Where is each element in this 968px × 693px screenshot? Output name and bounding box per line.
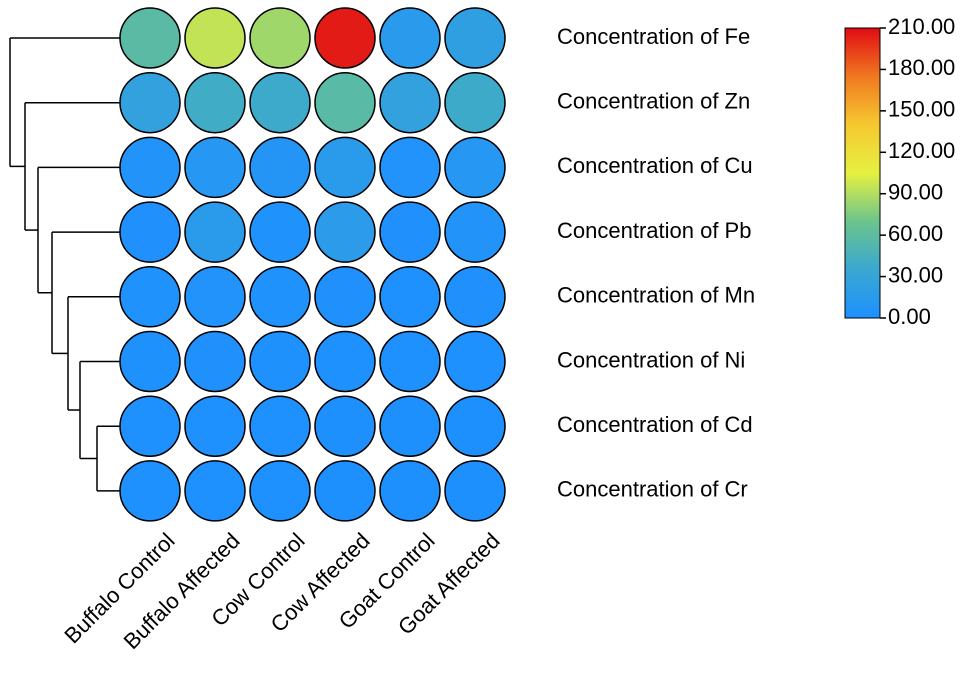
cell: [314, 266, 376, 328]
cell: [444, 460, 506, 522]
cell: [119, 266, 181, 328]
cell: [379, 395, 441, 457]
cell: [249, 136, 311, 199]
cell: [249, 201, 311, 263]
cell: [444, 201, 506, 263]
cell: [379, 330, 441, 393]
cell: [249, 7, 311, 69]
cell: [249, 395, 311, 457]
cell: [249, 71, 311, 134]
row-label: Concentration of Fe: [557, 24, 750, 49]
cell: [314, 136, 376, 199]
cell: [184, 7, 246, 69]
cell: [379, 136, 441, 199]
cell: [314, 460, 376, 522]
colorbar-tick-label: 120.00: [888, 138, 955, 163]
cell: [184, 460, 246, 522]
cell: [249, 266, 311, 328]
cell: [314, 71, 376, 134]
colorbar: [844, 27, 881, 319]
cell: [444, 330, 506, 393]
row-label: Concentration of Ni: [557, 347, 745, 372]
cell: [249, 460, 311, 522]
cell: [184, 395, 246, 457]
column-label: Buffalo Control: [59, 528, 179, 648]
cell: [314, 395, 376, 457]
cell: [119, 330, 181, 393]
cell: [379, 71, 441, 134]
cell: [444, 266, 506, 328]
row-label: Concentration of Mn: [557, 283, 755, 308]
cell: [119, 136, 181, 199]
colorbar-tick-label: 180.00: [888, 55, 955, 80]
cell: [444, 7, 506, 69]
colorbar-tick-label: 60.00: [888, 221, 943, 246]
cell: [184, 201, 246, 263]
colorbar-tick-label: 90.00: [888, 180, 943, 205]
cell: [184, 266, 246, 328]
cell: [119, 7, 181, 69]
row-label: Concentration of Cd: [557, 412, 753, 437]
cell: [119, 201, 181, 263]
colorbar-tick-label: 30.00: [888, 262, 943, 287]
column-label: Buffalo Affected: [119, 528, 245, 654]
cell: [184, 330, 246, 393]
colorbar-tick-label: 210.00: [888, 14, 955, 39]
cell: [379, 201, 441, 263]
cell: [184, 136, 246, 199]
cell: [119, 395, 181, 457]
cell: [379, 266, 441, 328]
cell: [444, 71, 506, 134]
colorbar-tick-label: 150.00: [888, 97, 955, 122]
cell: [314, 201, 376, 263]
row-label: Concentration of Cr: [557, 477, 748, 502]
row-label: Concentration of Cu: [557, 153, 753, 178]
cell: [444, 136, 506, 199]
cell: [379, 460, 441, 522]
cell: [314, 7, 376, 69]
cell: [249, 330, 311, 393]
colorbar-tick-label: 0.00: [888, 304, 931, 329]
row-label: Concentration of Pb: [557, 218, 751, 243]
cell: [379, 7, 441, 69]
cell: [444, 395, 506, 457]
cell: [119, 71, 181, 134]
cell: [314, 330, 376, 393]
cell: [184, 71, 246, 134]
row-label: Concentration of Zn: [557, 89, 750, 114]
cell: [119, 460, 181, 522]
